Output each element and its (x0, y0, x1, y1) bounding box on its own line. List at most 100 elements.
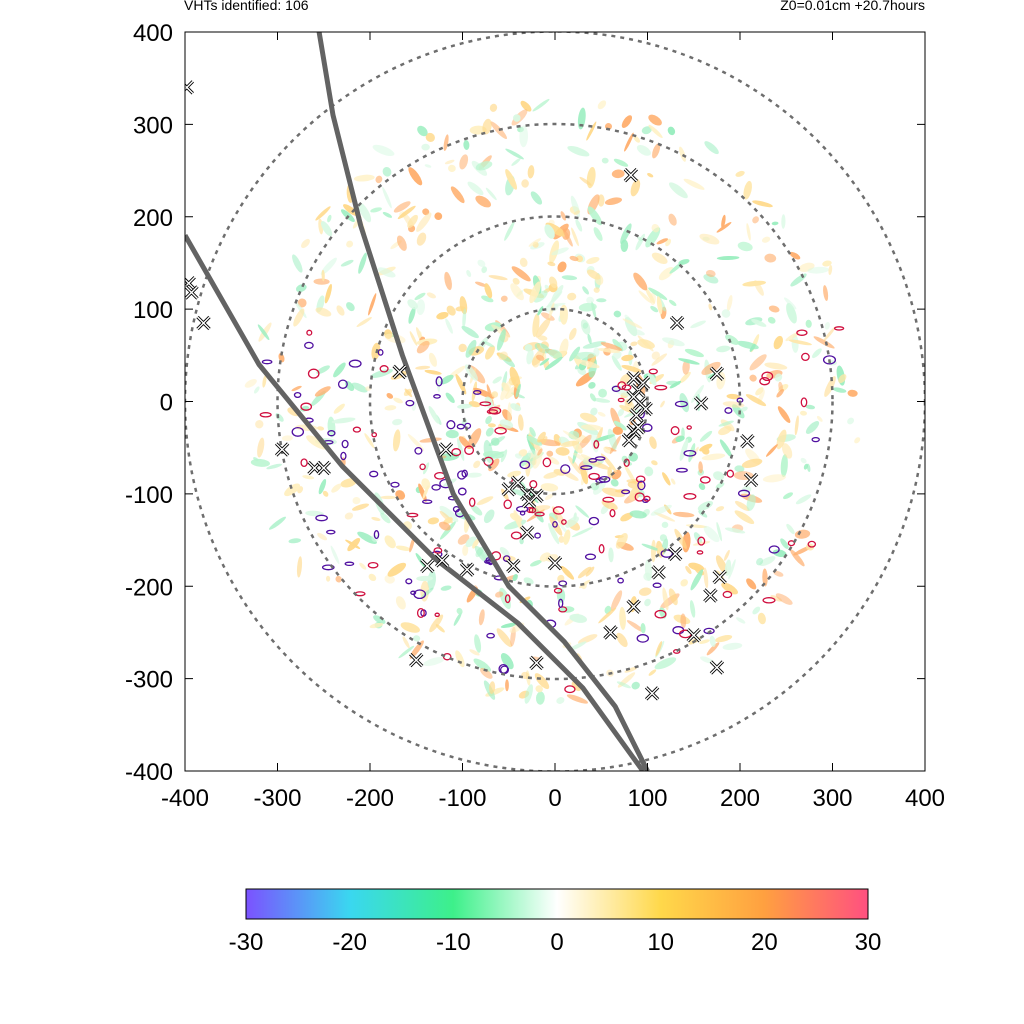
field-blob (465, 536, 477, 548)
vht-marker (644, 686, 660, 701)
field-blob (645, 288, 655, 304)
contour-cell (593, 440, 600, 449)
field-blob (386, 393, 394, 399)
field-blob (462, 544, 469, 556)
field-blob (421, 587, 434, 598)
field-blob (721, 582, 738, 595)
contour-cell (683, 449, 697, 457)
field-blob (353, 174, 375, 182)
field-blob (464, 364, 478, 381)
contour-cell (326, 529, 336, 535)
field-blob (651, 252, 668, 265)
field-blob (490, 121, 508, 140)
field-blob (715, 555, 728, 574)
field-blob (660, 400, 665, 408)
colorbar-gradient (245, 888, 869, 920)
field-blob (794, 529, 811, 539)
field-blob (577, 566, 592, 579)
field-blob (530, 560, 542, 567)
field-blob (392, 429, 401, 452)
field-blob (746, 578, 757, 590)
field-blob (593, 479, 606, 495)
field-blob (644, 466, 654, 477)
field-blob (475, 161, 493, 171)
contour-cell (464, 445, 475, 455)
field-blob (416, 340, 430, 354)
contour-cell (636, 634, 650, 643)
field-blob (500, 622, 517, 628)
contour-cell (431, 484, 441, 491)
colorbar-tick-label: 10 (647, 929, 674, 956)
contour-cell (486, 632, 495, 639)
colorbar-tick-label: 0 (550, 929, 563, 956)
field-blob (732, 404, 745, 419)
field-blob (713, 471, 725, 481)
field-blob (505, 679, 509, 692)
field-blob (436, 311, 449, 320)
field-blob (255, 420, 264, 429)
field-blob (616, 632, 628, 648)
field-blob (288, 538, 302, 544)
field-blob (321, 269, 325, 282)
field-blob (611, 169, 625, 179)
field-blob (653, 512, 676, 522)
field-blob (651, 224, 660, 233)
contour-cell (762, 597, 776, 604)
field-blob (257, 324, 270, 341)
roughness-time-label: Z0=0.01cm +20.7hours (780, 0, 925, 13)
field-blob (613, 420, 627, 431)
contour-cell (410, 590, 417, 596)
field-blob (393, 397, 403, 404)
contour-cell (800, 397, 808, 408)
field-blob (822, 260, 832, 267)
vht-markers (185, 80, 759, 701)
contour-cell (259, 412, 272, 418)
field-blob (313, 278, 330, 285)
field-blob (670, 478, 676, 485)
field-blob (776, 388, 785, 398)
field-blob (340, 259, 354, 267)
field-blob (523, 577, 534, 585)
field-blob (838, 374, 847, 384)
vht-marker (510, 475, 526, 490)
field-blob (330, 545, 340, 565)
field-blob (721, 214, 726, 229)
field-blob (607, 466, 613, 479)
field-blob (478, 609, 485, 626)
contour-cell (416, 607, 425, 619)
field-blob (611, 385, 633, 397)
field-blob (701, 453, 726, 461)
contour-cell (759, 377, 771, 386)
contour-cell (598, 544, 605, 554)
contour-cell (722, 590, 733, 599)
range-ring-200 (368, 215, 742, 588)
field-blob (745, 394, 767, 407)
field-blob (726, 295, 733, 311)
contour-cell (315, 514, 328, 522)
field-blob (426, 292, 436, 299)
field-blob (443, 134, 449, 151)
field-blob (757, 612, 766, 625)
y-tick-label: -200 (125, 574, 173, 601)
field-blob (352, 496, 361, 505)
field-blob (571, 227, 579, 247)
field-blob (582, 341, 606, 349)
field-blob (491, 391, 499, 398)
x-axis: -400 -300 -200 -100 0 100 200 300 400 (161, 32, 945, 812)
field-blob (448, 365, 466, 379)
field-blob (507, 402, 512, 426)
field-blob (384, 535, 396, 549)
field-blob (746, 494, 756, 511)
field-blob (580, 465, 589, 485)
vht-marker (631, 420, 646, 435)
vht-marker (651, 565, 666, 580)
y-axis: 400 300 200 100 0 -100 -200 -300 -400 (125, 20, 925, 786)
field-blob (612, 426, 623, 435)
contour-cell (675, 467, 688, 473)
field-blob (572, 351, 596, 360)
field-blob (654, 657, 677, 670)
field-blob (544, 356, 563, 371)
field-blob (476, 496, 494, 506)
field-blob (448, 164, 456, 173)
field-blob (382, 186, 392, 209)
